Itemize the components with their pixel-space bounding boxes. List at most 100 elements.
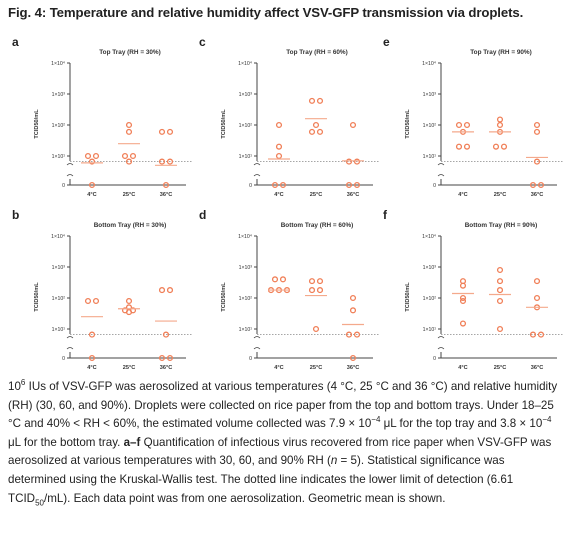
data-point [492,143,500,150]
data-point [349,307,357,314]
y-tick-label: 1×10⁴ [238,61,252,67]
panel-letter: c [199,35,206,49]
panel-title: Top Tray (RH = 60%) [286,49,348,56]
data-point [496,325,504,333]
data-point [455,143,463,150]
data-point [125,158,133,165]
x-tick-label: 25°C [123,365,136,370]
data-point [349,354,357,362]
x-tick-label: 36°C [531,365,544,370]
x-tick-label: 25°C [123,192,136,198]
y-tick-label: 1×10² [423,296,437,302]
data-point [316,128,324,135]
data-point [496,121,504,129]
x-tick-label: 4°C [274,192,283,198]
x-tick-label: 36°C [531,192,544,198]
data-point [349,121,357,129]
panel-title: Bottom Tray (RH = 30%) [94,222,167,229]
data-point [279,181,287,189]
x-tick-label: 25°C [494,365,507,370]
data-point [463,143,471,150]
y-tick-label: 0 [433,183,436,189]
x-tick-label: 25°C [310,365,323,370]
y-tick-label: 1×10⁴ [422,61,436,67]
x-tick-label: 4°C [87,365,96,370]
data-point [459,278,467,285]
data-point [308,97,316,104]
caption-text-2: μL for the top tray and 3.8 × 10 [380,417,543,431]
data-point [88,158,96,165]
axis-break-mark [253,163,261,177]
panel-letter: b [12,208,19,222]
data-point [353,158,361,165]
data-point [316,278,324,285]
y-tick-label: 0 [62,356,65,362]
data-point [496,287,504,294]
data-point [533,294,541,302]
data-point [158,128,166,135]
data-point [537,181,545,189]
y-tick-label: 1×10¹ [239,154,253,160]
y-tick-label: 1×10¹ [52,327,66,333]
y-tick-label: 0 [249,183,252,189]
caption-text-6: /mL). Each data point was from one aeros… [43,491,446,505]
data-point [349,294,357,302]
panel-letter: d [199,208,206,222]
data-point [316,97,324,104]
panel-a: a Top Tray (RH = 30%) 0 1×10¹ 1×10² 1×10³ 1×10… [12,35,192,198]
data-point [92,297,100,305]
caption-text-4: Quantification of infectious virus recov… [8,435,552,468]
y-tick-label: 1×10³ [52,92,66,98]
caption-bottom-exponent: −4 [542,415,552,425]
panel-letter: a [12,35,19,49]
x-tick-label: 4°C [87,192,96,198]
y-tick-label: 1×10² [239,123,253,129]
axis-break-mark [253,336,261,350]
x-tick-label: 36°C [160,365,173,370]
data-point [353,331,361,338]
caption-text-3: μL for the bottom tray. [8,435,124,449]
data-point [308,128,316,135]
panel-e: e Top Tray (RH = 90%) 0 1×10¹ 1×10² 1×10³ 1×10… [383,35,563,198]
data-point [500,143,508,150]
x-tick-label: 36°C [347,192,360,198]
y-axis-label: TCID50/mL [34,282,40,312]
y-tick-label: 1×10⁴ [238,234,252,240]
y-axis-label: TCID50/mL [221,109,227,139]
x-tick-label: 4°C [458,365,467,370]
data-point [121,152,129,160]
y-tick-label: 1×10⁴ [422,234,436,240]
panel-f: f Bottom Tray (RH = 90%) 0 1×10¹ 1×10² 1×10³ 1… [383,208,563,370]
data-point [166,158,174,165]
panel-title: Top Tray (RH = 90%) [470,49,532,56]
data-point [533,158,541,165]
y-tick-label: 1×10³ [423,92,437,98]
axis-break-mark [437,336,445,350]
data-point [279,276,287,283]
y-tick-label: 0 [62,183,65,189]
data-point [537,331,545,338]
axis-break-mark [66,163,74,177]
data-point [88,354,96,362]
x-tick-label: 4°C [274,365,283,370]
panel-title: Bottom Tray (RH = 90%) [465,222,538,229]
y-tick-label: 1×10³ [423,265,437,271]
y-tick-label: 0 [249,356,252,362]
x-tick-label: 25°C [494,192,507,198]
data-point [308,287,316,294]
y-tick-label: 1×10¹ [423,154,437,160]
data-point [529,331,537,338]
data-point [158,287,166,294]
panel-letter: e [383,35,390,49]
caption-base: 10 [8,380,21,393]
caption-base-exponent: 6 [20,378,26,388]
y-axis-label: TCID50/mL [405,282,411,312]
y-axis-label: TCID50/mL [405,109,411,139]
data-point [166,287,174,294]
data-point [166,354,174,362]
data-point [275,152,283,160]
caption-top-exponent: −4 [371,415,381,425]
data-point [166,128,174,135]
data-point [496,297,504,305]
data-point [529,181,537,189]
